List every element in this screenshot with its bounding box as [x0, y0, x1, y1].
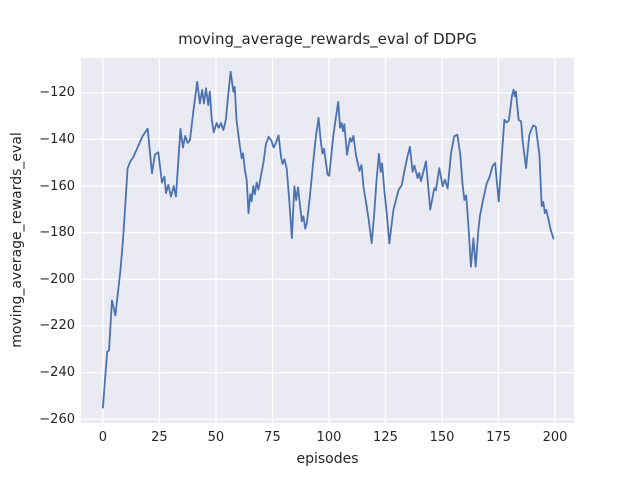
y-axis-label: moving_average_rewards_eval: [9, 132, 25, 348]
y-tick-label: −240: [39, 365, 75, 381]
chart-title: moving_average_rewards_eval of DDPG: [178, 30, 477, 48]
plot-area: [81, 58, 574, 423]
x-tick-label: 25: [151, 430, 168, 445]
y-tick-label: −260: [39, 411, 75, 427]
x-axis-label: episodes: [296, 451, 359, 467]
x-tick-label: 0: [98, 430, 108, 445]
series-line: [102, 70, 555, 409]
x-tick-label: 75: [264, 430, 281, 445]
y-tick-label: −200: [39, 271, 75, 287]
x-tick-label: 100: [316, 430, 342, 445]
x-tick-label: 125: [373, 430, 398, 445]
y-tick-label: −140: [39, 131, 75, 147]
x-tick-label: 150: [429, 430, 455, 445]
line-chart-canvas: [81, 58, 574, 423]
x-tick-label: 200: [542, 430, 568, 445]
y-tick-label: −220: [39, 318, 75, 334]
y-tick-label: −180: [39, 225, 75, 241]
y-tick-label: −120: [39, 85, 75, 101]
y-tick-label: −160: [39, 178, 75, 194]
x-tick-label: 175: [486, 430, 511, 445]
x-tick-label: 50: [207, 430, 225, 445]
